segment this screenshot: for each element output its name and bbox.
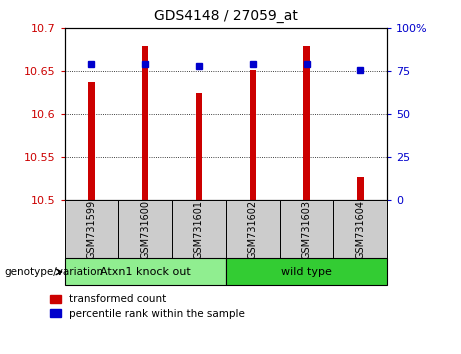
Bar bbox=[88, 81, 95, 200]
Bar bbox=[118, 200, 172, 258]
Text: wild type: wild type bbox=[281, 267, 332, 277]
Bar bbox=[357, 177, 364, 200]
Text: GSM731603: GSM731603 bbox=[301, 200, 312, 259]
Text: genotype/variation: genotype/variation bbox=[5, 267, 104, 277]
Bar bbox=[196, 93, 202, 200]
Bar bbox=[65, 200, 118, 258]
Bar bbox=[172, 200, 226, 258]
Bar bbox=[249, 69, 256, 200]
Bar bbox=[65, 258, 226, 285]
Text: GSM731600: GSM731600 bbox=[140, 200, 150, 259]
Legend: transformed count, percentile rank within the sample: transformed count, percentile rank withi… bbox=[46, 290, 249, 323]
Bar bbox=[333, 200, 387, 258]
Text: GSM731604: GSM731604 bbox=[355, 200, 366, 259]
Text: GSM731601: GSM731601 bbox=[194, 200, 204, 259]
Bar bbox=[226, 200, 280, 258]
Bar bbox=[226, 258, 387, 285]
Text: GSM731599: GSM731599 bbox=[86, 200, 96, 259]
Text: Atxn1 knock out: Atxn1 knock out bbox=[100, 267, 190, 277]
Bar bbox=[142, 46, 148, 200]
Text: GDS4148 / 27059_at: GDS4148 / 27059_at bbox=[154, 9, 298, 23]
Bar bbox=[303, 46, 310, 200]
Bar bbox=[280, 200, 333, 258]
Text: GSM731602: GSM731602 bbox=[248, 200, 258, 259]
